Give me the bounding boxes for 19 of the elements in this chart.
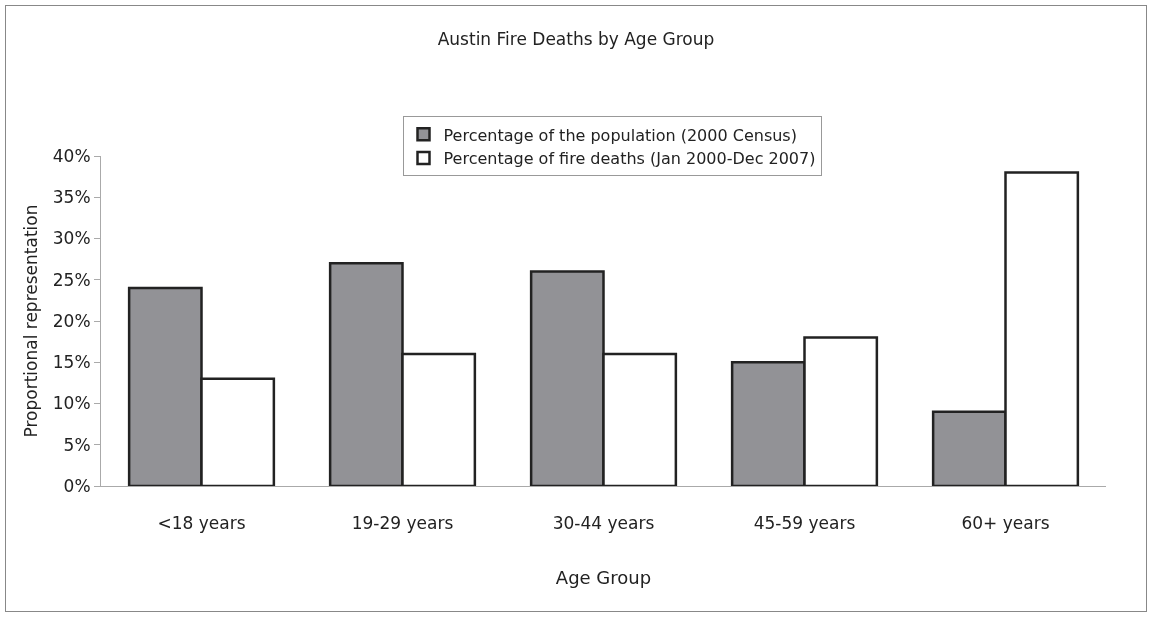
y-tick-label: 25% — [52, 269, 91, 290]
y-tick-label: 10% — [52, 393, 91, 414]
x-tick-label: 45-59 years — [753, 513, 856, 534]
x-tick-label: 60+ years — [961, 513, 1050, 534]
y-axis-title: Proportional representation — [21, 204, 42, 438]
x-tick-label: <18 years — [157, 513, 246, 534]
y-tick-label: 5% — [63, 434, 91, 455]
y-tick-label: 15% — [52, 352, 91, 373]
chart-title: Austin Fire Deaths by Age Group — [437, 29, 715, 50]
legend-label: Percentage of fire deaths (Jan 2000-Dec 2007) — [443, 149, 816, 169]
y-tick-label: 30% — [52, 228, 91, 249]
y-tick-label: 20% — [52, 310, 91, 331]
y-tick-label: 35% — [52, 187, 91, 208]
x-tick-label: 30-44 years — [552, 513, 655, 534]
legend-label: Percentage of the population (2000 Census) — [443, 125, 797, 145]
y-tick-label: 40% — [52, 145, 91, 166]
x-axis-title: Age Group — [555, 566, 652, 588]
x-tick-label: 19-29 years — [351, 513, 454, 534]
y-tick-label: 0% — [63, 475, 91, 496]
